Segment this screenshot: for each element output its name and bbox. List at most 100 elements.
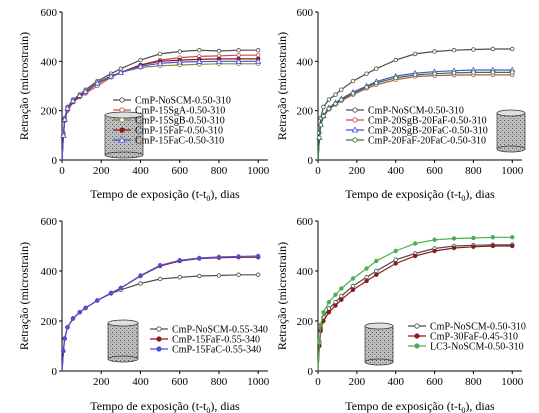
data-point bbox=[350, 283, 356, 289]
data-point bbox=[255, 52, 261, 58]
x-tick-label: 0 bbox=[315, 376, 321, 388]
chart-panel-2: 0 200 400 600 0 200 400 600 800 1000 Tempo de expo… bbox=[275, 7, 526, 203]
data-point bbox=[197, 255, 202, 261]
data-point bbox=[61, 348, 66, 354]
data-point bbox=[196, 58, 203, 64]
x-tick-label: 1000 bbox=[247, 376, 270, 388]
data-point bbox=[61, 115, 68, 122]
data-point bbox=[339, 286, 344, 291]
x-axis-label: Tempo de exposição (t-t0), dias bbox=[345, 399, 495, 413]
data-point bbox=[318, 322, 323, 327]
data-point bbox=[65, 325, 70, 330]
data-point bbox=[137, 62, 144, 69]
y-axis-label: Retração (microstrain) bbox=[17, 32, 31, 140]
data-point bbox=[326, 106, 332, 111]
data-point bbox=[350, 78, 356, 84]
legend-item-2: CmP-15FaF-0.55-340 bbox=[150, 335, 260, 346]
data-point bbox=[471, 47, 476, 52]
x-tick-label: 600 bbox=[426, 165, 443, 177]
data-point bbox=[76, 92, 83, 98]
legend-marker bbox=[119, 117, 125, 123]
legend-marker bbox=[352, 117, 358, 123]
data-point bbox=[432, 71, 437, 76]
data-point bbox=[321, 104, 326, 110]
y-tick-label: 600 bbox=[297, 7, 314, 19]
chart-panel-1: 0 200 400 600 0 200 400 600 800 1000 Tempo de expo… bbox=[17, 7, 270, 203]
data-point bbox=[510, 235, 515, 240]
legend-item-5: CmP-15FaC-0.50-310 bbox=[113, 136, 224, 147]
data-point bbox=[510, 70, 515, 75]
specimen-cylinder-icon bbox=[104, 111, 144, 159]
x-tick-label: 200 bbox=[349, 376, 366, 388]
legend-label: LC3-NoSCM-0.50-310 bbox=[430, 342, 524, 353]
x-tick-label: 600 bbox=[426, 376, 443, 388]
y-axis-label: Retração (microstrain) bbox=[17, 242, 31, 350]
data-point bbox=[490, 46, 496, 52]
data-point bbox=[510, 243, 515, 249]
data-point bbox=[95, 298, 100, 303]
data-point bbox=[255, 272, 261, 277]
data-point bbox=[471, 70, 476, 75]
data-point bbox=[255, 253, 261, 259]
legend-item-2: CmP-15SgA-0.50-310 bbox=[113, 106, 225, 117]
legend-label: CmP-NoSCM-0.50-310 bbox=[430, 322, 526, 333]
legend-label: CmP-NoSCM-0.55-340 bbox=[172, 325, 268, 336]
legend-marker bbox=[414, 323, 420, 329]
y-axis-label: Retração (microstrain) bbox=[275, 32, 289, 140]
data-point bbox=[374, 272, 379, 277]
legend-item-2: CmP-30FaF-0.45-310 bbox=[408, 332, 518, 343]
data-point bbox=[317, 338, 322, 344]
data-point bbox=[326, 310, 332, 315]
legend-label: CmP-20SgB-20FaC-0.50-310 bbox=[368, 126, 488, 137]
legend-label: CmP-15SgB-0.50-310 bbox=[135, 116, 225, 127]
data-point bbox=[364, 266, 369, 271]
data-point bbox=[216, 48, 222, 54]
x-tick-label: 200 bbox=[349, 165, 366, 177]
data-point bbox=[326, 97, 332, 102]
specimen-cylinder-icon bbox=[496, 109, 526, 153]
legend-item-1: CmP-NoSCM-0.50-310 bbox=[408, 322, 526, 333]
y-tick-label: 400 bbox=[297, 56, 314, 68]
data-point bbox=[60, 132, 67, 138]
data-point bbox=[236, 254, 241, 259]
legend-marker bbox=[352, 107, 358, 113]
y-tick-label: 400 bbox=[297, 266, 314, 278]
data-point bbox=[216, 254, 222, 260]
data-point bbox=[490, 70, 496, 75]
data-point bbox=[69, 97, 77, 104]
legend-label: CmP-30FaF-0.45-310 bbox=[430, 332, 518, 343]
data-point bbox=[510, 46, 515, 52]
data-point bbox=[339, 87, 344, 92]
y-tick-label: 200 bbox=[41, 106, 58, 118]
data-point bbox=[412, 241, 418, 246]
data-point bbox=[364, 71, 369, 76]
legend-marker bbox=[119, 107, 125, 113]
legend-item-1: CmP-NoSCM-0.50-310 bbox=[113, 96, 231, 107]
legend-marker bbox=[119, 97, 125, 103]
data-point bbox=[108, 290, 114, 296]
legend-label: CmP-20FaF-20FaC-0.50-310 bbox=[368, 136, 486, 147]
data-point bbox=[317, 135, 322, 140]
legend-label: CmP-20SgB-20FaF-0.50-310 bbox=[368, 116, 487, 127]
data-point bbox=[432, 49, 437, 54]
data-point bbox=[215, 58, 223, 64]
data-point bbox=[471, 235, 476, 241]
data-point bbox=[451, 245, 457, 251]
data-point bbox=[156, 59, 164, 66]
x-tick-label: 800 bbox=[211, 165, 228, 177]
data-point bbox=[138, 273, 143, 278]
data-point bbox=[82, 88, 89, 94]
legend-item-1: CmP-NoSCM-0.50-310 bbox=[346, 106, 464, 117]
data-point bbox=[333, 303, 338, 308]
legend-label: CmP-15FaF-0.55-340 bbox=[172, 335, 260, 346]
data-point bbox=[451, 48, 457, 53]
data-point bbox=[364, 278, 369, 284]
data-point bbox=[107, 72, 115, 79]
data-point bbox=[374, 268, 379, 274]
data-point bbox=[318, 122, 323, 128]
data-point bbox=[157, 276, 163, 282]
data-point bbox=[333, 292, 338, 297]
x-axis-label: Tempo de exposição (t-t0), dias bbox=[90, 187, 240, 203]
data-point bbox=[321, 310, 326, 315]
